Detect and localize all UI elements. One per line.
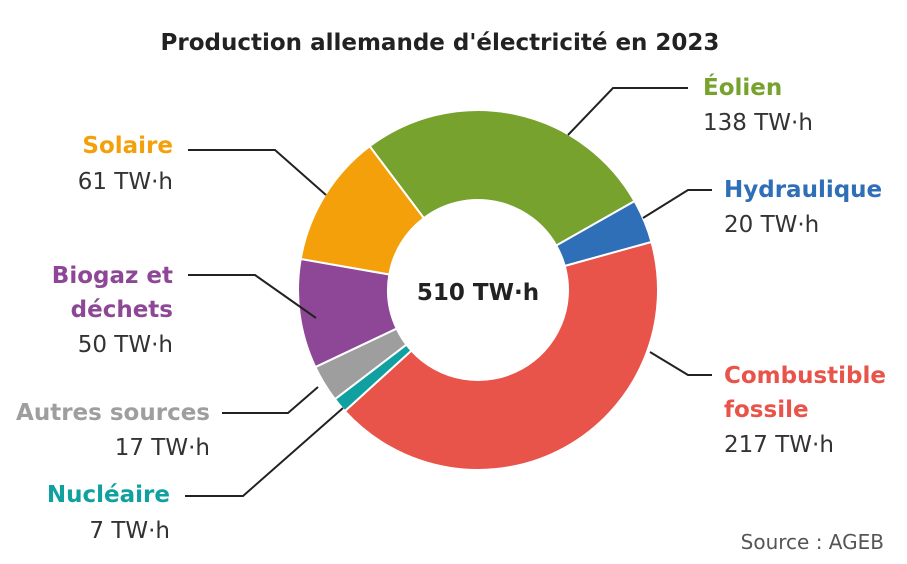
slice-value-2: 217 TW·h: [724, 432, 834, 458]
leader-line-1: [642, 189, 712, 219]
slice-2: [343, 240, 659, 471]
slice-value-5: 50 TW·h: [78, 332, 173, 358]
slice-value-1: 20 TW·h: [724, 212, 819, 238]
slice-label-3: Nucléaire: [47, 482, 170, 508]
slice-0: [368, 109, 636, 247]
slice-label-5: Biogaz et déchets: [52, 263, 173, 323]
leader-line-6: [188, 149, 327, 196]
source-note: Source : AGEB: [741, 530, 884, 554]
slice-label-0: Éolien: [703, 73, 782, 101]
slice-value-0: 138 TW·h: [703, 110, 813, 136]
leader-line-3: [185, 407, 344, 497]
slice-6: [299, 144, 426, 276]
leader-line-5: [188, 274, 317, 319]
slice-label-6: Solaire: [82, 133, 173, 159]
slice-value-4: 17 TW·h: [115, 435, 210, 461]
center-total: 510 TW·h: [417, 280, 539, 306]
slice-value-6: 61 TW·h: [78, 169, 173, 195]
leader-line-2: [649, 351, 712, 376]
chart-title: Production allemande d'électricité en 20…: [161, 30, 720, 56]
slice-label-2: Combustible fossile: [724, 363, 886, 423]
leader-line-4: [222, 386, 319, 414]
leader-line-0: [567, 87, 688, 136]
slice-value-3: 7 TW·h: [89, 518, 170, 544]
slice-label-1: Hydraulique: [724, 177, 882, 203]
slice-label-4: Autres sources: [16, 400, 210, 426]
